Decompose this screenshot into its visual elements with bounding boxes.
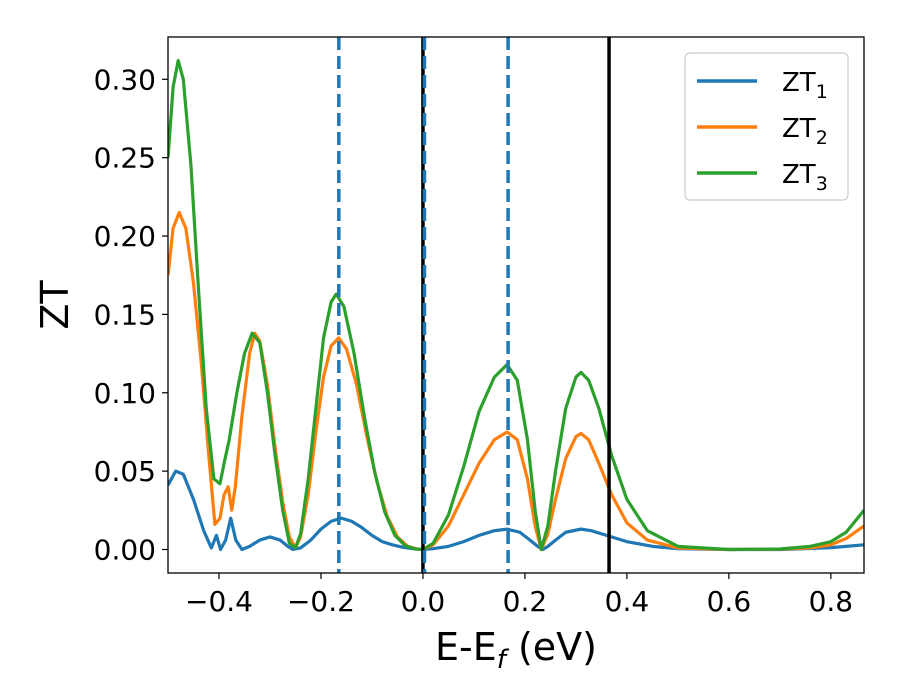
x-tick-label: 0.0 (401, 585, 446, 618)
x-axis-label-main: E-E (435, 625, 497, 669)
y-axis-label: ZT (33, 280, 77, 330)
legend-label-sub: 3 (816, 173, 828, 195)
plot-frame (167, 36, 865, 574)
y-tick-label: 0.10 (94, 377, 156, 410)
series-line-zt3 (168, 58, 864, 552)
x-axis-ticks: −0.4 −0.2 0.0 0.2 0.4 0.6 0.8 (185, 573, 853, 618)
x-tick-label: −0.4 (185, 585, 253, 618)
x-tick-label: 0.6 (707, 585, 752, 618)
x-tick-label: 0.4 (605, 585, 650, 618)
legend-label-main: ZT (782, 68, 816, 98)
x-axis-label-unit: (eV) (506, 625, 597, 669)
legend-label-main: ZT (782, 160, 816, 190)
x-tick-label: −0.2 (287, 585, 355, 618)
y-tick-label: 0.20 (94, 220, 156, 253)
legend-label-sub: 2 (816, 127, 828, 149)
x-tick-label: 0.2 (503, 585, 548, 618)
series-layer (168, 37, 864, 573)
legend-label-main: ZT (782, 114, 816, 144)
y-tick-label: 0.00 (94, 533, 156, 566)
legend-label-zt3: ZT3 (782, 160, 828, 195)
legend-label-sub: 1 (816, 81, 828, 103)
y-tick-label: 0.15 (94, 298, 156, 331)
x-axis-label: E-Ef (eV) (435, 625, 597, 675)
series-line-zt1 (168, 469, 864, 552)
y-axis-ticks: 0.00 0.05 0.10 0.15 0.20 0.25 0.30 (94, 63, 168, 566)
y-tick-label: 0.30 (94, 63, 156, 96)
legend-label-zt2: ZT2 (782, 114, 828, 149)
y-tick-label: 0.25 (94, 142, 156, 175)
legend-label-zt1: ZT1 (782, 68, 828, 103)
x-tick-label: 0.8 (809, 585, 854, 618)
y-tick-label: 0.05 (94, 455, 156, 488)
legend-box (684, 52, 849, 201)
